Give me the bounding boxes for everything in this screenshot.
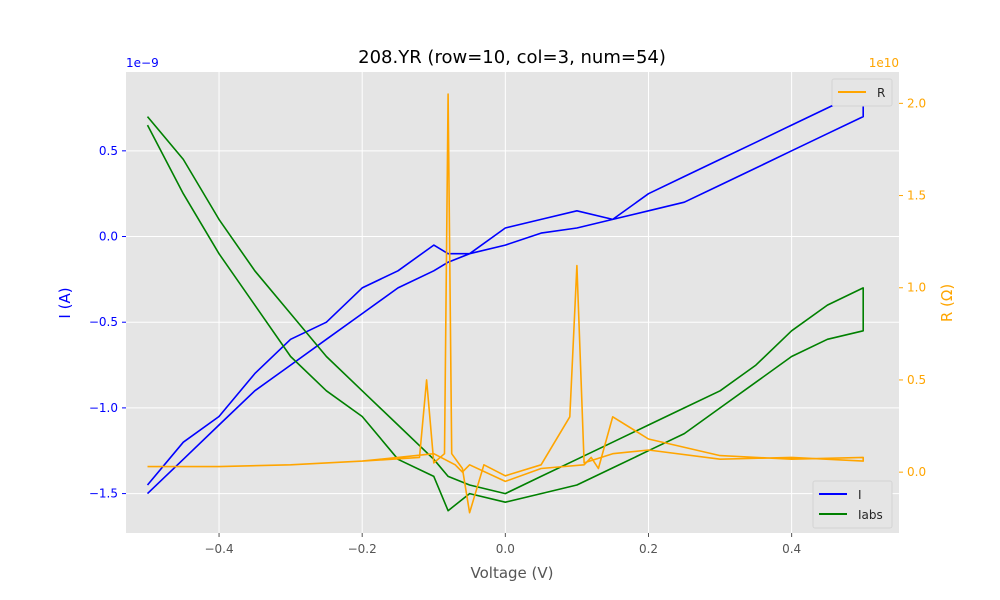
x-axis-label: Voltage (V) <box>471 564 554 582</box>
series-r-line <box>147 93 865 514</box>
plot-area <box>126 72 899 533</box>
y-axis-label-left: I (A) <box>56 287 74 318</box>
legend-iabs-label: Iabs <box>858 508 883 522</box>
y-right-tick-label: 0.0 <box>907 465 926 479</box>
y-left-tick-label: −0.5 <box>89 315 118 329</box>
x-tick-label: −0.4 <box>204 542 233 556</box>
chart-title: 208.YR (row=10, col=3, num=54) <box>358 47 666 68</box>
y-right-tick-label: 1.5 <box>907 189 926 203</box>
legend-right: R <box>831 78 893 107</box>
y-axis-label-right: R (Ω) <box>938 284 956 322</box>
y-left-tick-label: −1.0 <box>89 401 118 415</box>
y-right-tick-label: 2.0 <box>907 96 926 110</box>
left-offset-text: 1e−9 <box>126 56 159 70</box>
grid <box>126 72 899 533</box>
x-tick-label: 0.4 <box>782 542 801 556</box>
legend-i-label: I <box>858 488 862 502</box>
legend-left: I Iabs <box>812 480 893 529</box>
legend-r-label: R <box>877 86 885 100</box>
y-left-tick-label: 0.5 <box>99 144 118 158</box>
x-tick-label: 0.0 <box>496 542 515 556</box>
legend-left-box <box>812 480 893 529</box>
y-right-tick-label: 0.5 <box>907 373 926 387</box>
x-tick-label: 0.2 <box>639 542 658 556</box>
series-iabs-line <box>146 116 865 512</box>
x-tick-label: −0.2 <box>348 542 377 556</box>
right-offset-text: 1e10 <box>869 56 899 70</box>
y-right-tick-label: 1.0 <box>907 281 926 295</box>
y-left-tick-label: 0.0 <box>99 230 118 244</box>
y-left-tick-label: −1.5 <box>89 487 118 501</box>
ticks: −0.4 −0.2 0.0 0.2 0.4 0.5 0.0 −0.5 −1.0 −1.5 2.0 1.… <box>89 96 926 556</box>
